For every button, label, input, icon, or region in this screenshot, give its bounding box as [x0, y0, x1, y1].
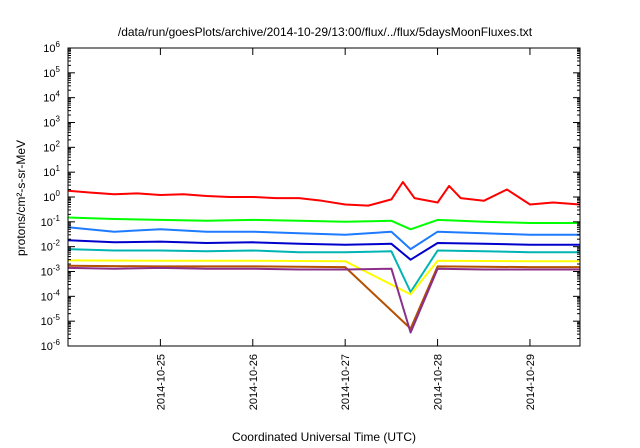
- series-line-6: [67, 259, 580, 296]
- y-tick-base: 10: [43, 68, 55, 80]
- y-tick-label: 102: [43, 139, 60, 154]
- series-line-7: [67, 264, 580, 330]
- series-line-3: [67, 226, 580, 251]
- series-line-2: [67, 216, 580, 231]
- x-tick-label: 2014-10-29: [525, 354, 537, 410]
- y-tick-label: 106: [43, 40, 60, 55]
- y-tick-exponent: -1: [53, 214, 61, 223]
- y-tick-exponent: 1: [56, 164, 61, 173]
- y-tick-exponent: 4: [56, 90, 61, 99]
- y-axis-label: protons/cm²-s-sr-MeV: [14, 140, 28, 256]
- x-axis: 2014-10-25 2014-10-26 2014-10-27 2014-10-28…: [155, 48, 537, 410]
- y-tick-base: 10: [41, 242, 53, 254]
- y-tick-label: 104: [43, 90, 60, 105]
- y-tick-label: 101: [43, 164, 60, 179]
- y-axis: 10-610-510-410-310-210-11001011021031041…: [41, 40, 580, 353]
- plot-frame: [67, 47, 581, 347]
- y-tick-label: 105: [43, 65, 60, 80]
- x-tick-label: 2014-10-26: [248, 354, 260, 410]
- series-line-1: [67, 181, 581, 207]
- y-tick-label: 10-2: [41, 239, 61, 254]
- y-tick-label: 10-5: [41, 313, 61, 328]
- y-tick-base: 10: [41, 316, 53, 328]
- series-line-8: [67, 266, 580, 334]
- y-tick-base: 10: [43, 43, 55, 55]
- series-line-5: [67, 248, 580, 293]
- x-tick-label: 2014-10-25: [155, 354, 167, 410]
- y-tick-exponent: 6: [56, 40, 61, 49]
- series-line-4: [67, 239, 580, 261]
- y-tick-exponent: 0: [56, 189, 61, 198]
- y-tick-base: 10: [43, 167, 55, 179]
- x-tick-label: 2014-10-28: [433, 354, 445, 410]
- y-tick-label: 10-3: [41, 264, 61, 279]
- y-tick-base: 10: [41, 267, 53, 279]
- y-tick-exponent: 5: [56, 65, 61, 74]
- y-tick-label: 10-1: [41, 214, 61, 229]
- y-tick-exponent: -2: [53, 239, 61, 248]
- y-tick-exponent: 2: [56, 139, 61, 148]
- y-tick-exponent: -3: [53, 264, 61, 273]
- y-tick-base: 10: [41, 291, 53, 303]
- x-tick-label: 2014-10-27: [340, 354, 352, 410]
- y-tick-exponent: 3: [56, 115, 61, 124]
- y-tick-label: 10-6: [41, 338, 61, 353]
- series-layer: [67, 181, 581, 334]
- y-tick-exponent: -5: [53, 313, 61, 322]
- y-tick-exponent: -6: [53, 338, 61, 347]
- y-tick-label: 10-4: [41, 288, 61, 303]
- y-tick-base: 10: [41, 217, 53, 229]
- chart-title: /data/run/goesPlots/archive/2014-10-29/1…: [118, 25, 533, 39]
- y-tick-base: 10: [43, 93, 55, 105]
- y-tick-label: 103: [43, 115, 60, 130]
- y-tick-label: 100: [43, 189, 60, 204]
- y-tick-base: 10: [43, 192, 55, 204]
- x-axis-label: Coordinated Universal Time (UTC): [232, 430, 416, 444]
- y-tick-base: 10: [43, 118, 55, 130]
- y-tick-exponent: -4: [53, 288, 61, 297]
- y-tick-base: 10: [41, 341, 53, 353]
- y-tick-base: 10: [43, 142, 55, 154]
